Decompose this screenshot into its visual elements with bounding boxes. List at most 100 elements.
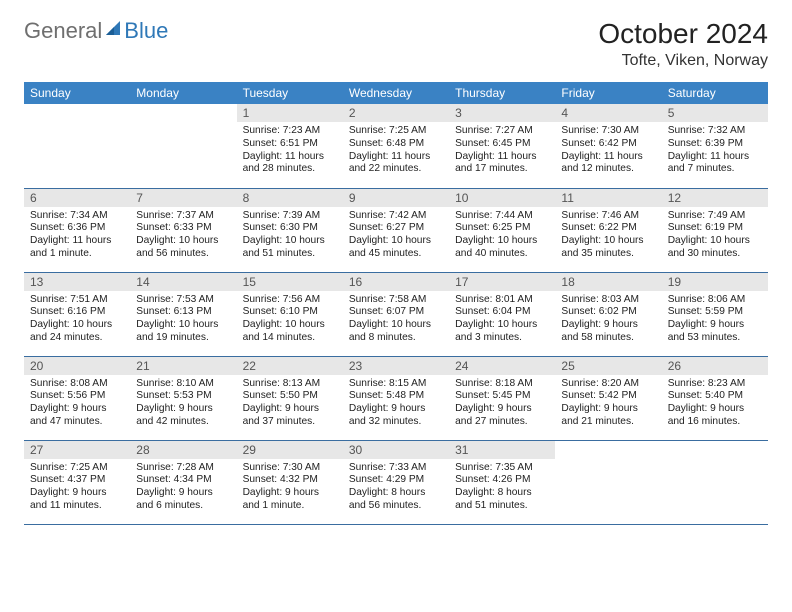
sunrise-text: Sunrise: 8:08 AM: [30, 378, 124, 391]
calendar-day-cell: 11Sunrise: 7:46 AMSunset: 6:22 PMDayligh…: [555, 188, 661, 272]
sunrise-text: Sunrise: 8:20 AM: [561, 378, 655, 391]
day-number: 25: [555, 357, 661, 375]
sunset-text: Sunset: 6:10 PM: [243, 306, 337, 319]
day-details: Sunrise: 7:27 AMSunset: 6:45 PMDaylight:…: [449, 122, 555, 180]
day-details: Sunrise: 7:32 AMSunset: 6:39 PMDaylight:…: [662, 122, 768, 180]
day-details: Sunrise: 8:01 AMSunset: 6:04 PMDaylight:…: [449, 291, 555, 349]
sunrise-text: Sunrise: 8:10 AM: [136, 378, 230, 391]
day-details: Sunrise: 7:58 AMSunset: 6:07 PMDaylight:…: [343, 291, 449, 349]
day-details: Sunrise: 7:34 AMSunset: 6:36 PMDaylight:…: [24, 207, 130, 265]
sunrise-text: Sunrise: 7:33 AM: [349, 462, 443, 475]
sunrise-text: Sunrise: 8:13 AM: [243, 378, 337, 391]
daylight-text: Daylight: 9 hours and 58 minutes.: [561, 319, 655, 345]
sunset-text: Sunset: 4:34 PM: [136, 474, 230, 487]
day-details: Sunrise: 8:13 AMSunset: 5:50 PMDaylight:…: [237, 375, 343, 433]
calendar-day-cell: 31Sunrise: 7:35 AMSunset: 4:26 PMDayligh…: [449, 440, 555, 524]
daylight-text: Daylight: 9 hours and 37 minutes.: [243, 403, 337, 429]
sunset-text: Sunset: 6:42 PM: [561, 138, 655, 151]
calendar-day-cell: 12Sunrise: 7:49 AMSunset: 6:19 PMDayligh…: [662, 188, 768, 272]
day-details: Sunrise: 7:25 AMSunset: 6:48 PMDaylight:…: [343, 122, 449, 180]
daylight-text: Daylight: 11 hours and 12 minutes.: [561, 151, 655, 177]
daylight-text: Daylight: 11 hours and 17 minutes.: [455, 151, 549, 177]
calendar-day-cell: [662, 440, 768, 524]
day-number: 27: [24, 441, 130, 459]
day-number: [555, 441, 661, 445]
day-number: 22: [237, 357, 343, 375]
daylight-text: Daylight: 11 hours and 7 minutes.: [668, 151, 762, 177]
calendar-day-cell: 6Sunrise: 7:34 AMSunset: 6:36 PMDaylight…: [24, 188, 130, 272]
sunset-text: Sunset: 6:13 PM: [136, 306, 230, 319]
daylight-text: Daylight: 10 hours and 45 minutes.: [349, 235, 443, 261]
month-title: October 2024: [598, 18, 768, 50]
calendar-week-row: 6Sunrise: 7:34 AMSunset: 6:36 PMDaylight…: [24, 188, 768, 272]
sunrise-text: Sunrise: 7:30 AM: [243, 462, 337, 475]
day-details: Sunrise: 7:42 AMSunset: 6:27 PMDaylight:…: [343, 207, 449, 265]
calendar-day-cell: 20Sunrise: 8:08 AMSunset: 5:56 PMDayligh…: [24, 356, 130, 440]
weekday-header: Saturday: [662, 82, 768, 104]
daylight-text: Daylight: 8 hours and 51 minutes.: [455, 487, 549, 513]
day-details: Sunrise: 7:33 AMSunset: 4:29 PMDaylight:…: [343, 459, 449, 517]
brand-part2: Blue: [124, 18, 168, 44]
page-header: General Blue October 2024 Tofte, Viken, …: [24, 18, 768, 70]
weekday-header: Wednesday: [343, 82, 449, 104]
sunrise-text: Sunrise: 7:27 AM: [455, 125, 549, 138]
calendar-day-cell: 27Sunrise: 7:25 AMSunset: 4:37 PMDayligh…: [24, 440, 130, 524]
daylight-text: Daylight: 10 hours and 56 minutes.: [136, 235, 230, 261]
sunrise-text: Sunrise: 7:46 AM: [561, 210, 655, 223]
sunset-text: Sunset: 6:07 PM: [349, 306, 443, 319]
day-details: Sunrise: 7:51 AMSunset: 6:16 PMDaylight:…: [24, 291, 130, 349]
calendar-day-cell: 24Sunrise: 8:18 AMSunset: 5:45 PMDayligh…: [449, 356, 555, 440]
day-details: Sunrise: 7:44 AMSunset: 6:25 PMDaylight:…: [449, 207, 555, 265]
sunset-text: Sunset: 5:50 PM: [243, 390, 337, 403]
sunset-text: Sunset: 6:45 PM: [455, 138, 549, 151]
daylight-text: Daylight: 10 hours and 51 minutes.: [243, 235, 337, 261]
sunrise-text: Sunrise: 7:58 AM: [349, 294, 443, 307]
calendar-day-cell: 23Sunrise: 8:15 AMSunset: 5:48 PMDayligh…: [343, 356, 449, 440]
day-details: Sunrise: 7:53 AMSunset: 6:13 PMDaylight:…: [130, 291, 236, 349]
day-details: Sunrise: 7:23 AMSunset: 6:51 PMDaylight:…: [237, 122, 343, 180]
daylight-text: Daylight: 9 hours and 6 minutes.: [136, 487, 230, 513]
sunrise-text: Sunrise: 8:06 AM: [668, 294, 762, 307]
weekday-header: Thursday: [449, 82, 555, 104]
calendar-day-cell: 15Sunrise: 7:56 AMSunset: 6:10 PMDayligh…: [237, 272, 343, 356]
day-number: 7: [130, 189, 236, 207]
weekday-header: Sunday: [24, 82, 130, 104]
day-number: 21: [130, 357, 236, 375]
daylight-text: Daylight: 10 hours and 24 minutes.: [30, 319, 124, 345]
daylight-text: Daylight: 9 hours and 53 minutes.: [668, 319, 762, 345]
sunset-text: Sunset: 5:45 PM: [455, 390, 549, 403]
sunset-text: Sunset: 6:30 PM: [243, 222, 337, 235]
weekday-header: Friday: [555, 82, 661, 104]
calendar-day-cell: 22Sunrise: 8:13 AMSunset: 5:50 PMDayligh…: [237, 356, 343, 440]
day-details: Sunrise: 8:06 AMSunset: 5:59 PMDaylight:…: [662, 291, 768, 349]
day-details: Sunrise: 7:28 AMSunset: 4:34 PMDaylight:…: [130, 459, 236, 517]
sunrise-text: Sunrise: 7:35 AM: [455, 462, 549, 475]
day-details: Sunrise: 7:49 AMSunset: 6:19 PMDaylight:…: [662, 207, 768, 265]
calendar-day-cell: 7Sunrise: 7:37 AMSunset: 6:33 PMDaylight…: [130, 188, 236, 272]
daylight-text: Daylight: 10 hours and 14 minutes.: [243, 319, 337, 345]
calendar-day-cell: 8Sunrise: 7:39 AMSunset: 6:30 PMDaylight…: [237, 188, 343, 272]
daylight-text: Daylight: 9 hours and 21 minutes.: [561, 403, 655, 429]
day-details: Sunrise: 7:30 AMSunset: 4:32 PMDaylight:…: [237, 459, 343, 517]
calendar-day-cell: 10Sunrise: 7:44 AMSunset: 6:25 PMDayligh…: [449, 188, 555, 272]
calendar-day-cell: [130, 104, 236, 188]
day-number: 12: [662, 189, 768, 207]
sunrise-text: Sunrise: 7:30 AM: [561, 125, 655, 138]
sunset-text: Sunset: 5:42 PM: [561, 390, 655, 403]
calendar-week-row: 1Sunrise: 7:23 AMSunset: 6:51 PMDaylight…: [24, 104, 768, 188]
calendar-header-row: SundayMondayTuesdayWednesdayThursdayFrid…: [24, 82, 768, 104]
calendar-day-cell: 17Sunrise: 8:01 AMSunset: 6:04 PMDayligh…: [449, 272, 555, 356]
day-details: Sunrise: 8:18 AMSunset: 5:45 PMDaylight:…: [449, 375, 555, 433]
weekday-header: Tuesday: [237, 82, 343, 104]
sunrise-text: Sunrise: 8:03 AM: [561, 294, 655, 307]
day-number: 16: [343, 273, 449, 291]
day-number: 9: [343, 189, 449, 207]
day-number: 6: [24, 189, 130, 207]
daylight-text: Daylight: 9 hours and 1 minute.: [243, 487, 337, 513]
day-number: 26: [662, 357, 768, 375]
daylight-text: Daylight: 10 hours and 30 minutes.: [668, 235, 762, 261]
sunrise-text: Sunrise: 7:25 AM: [349, 125, 443, 138]
calendar-day-cell: 29Sunrise: 7:30 AMSunset: 4:32 PMDayligh…: [237, 440, 343, 524]
day-number: 11: [555, 189, 661, 207]
calendar-day-cell: 25 Sunrise: 8:20 AMSunset: 5:42 PMDayligh…: [555, 356, 661, 440]
